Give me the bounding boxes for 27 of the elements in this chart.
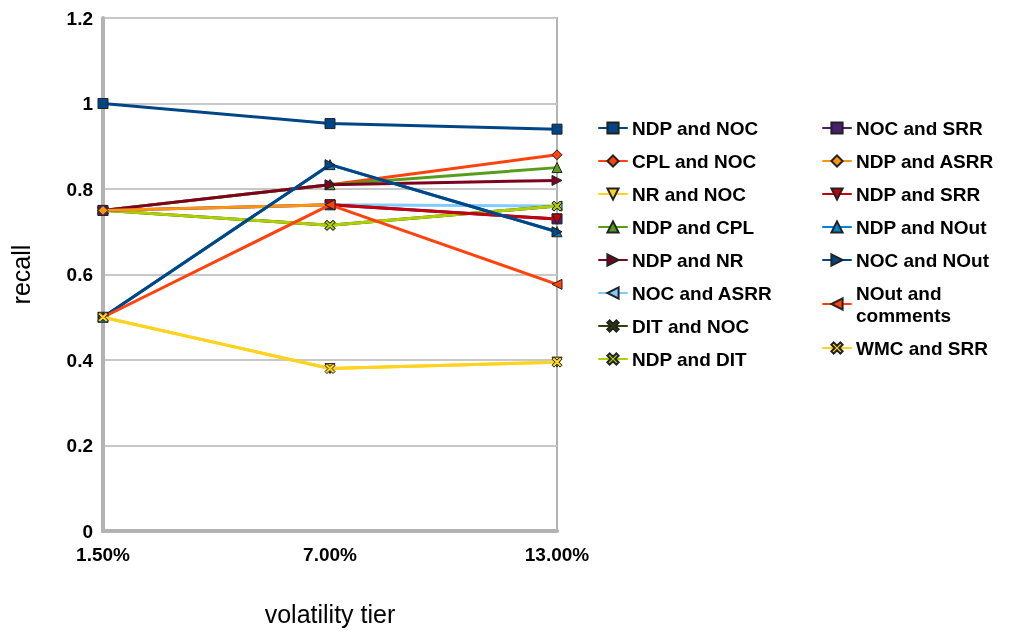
legend-label: NOut and comments <box>856 282 952 326</box>
legend-label: NDP and SRR <box>856 183 981 205</box>
y-tick-label: 0.8 <box>66 178 93 200</box>
y-tick-label: 1.2 <box>66 7 93 29</box>
legend-label: NDP and DIT <box>632 348 748 370</box>
x-axis-title: volatility tier <box>264 599 396 628</box>
y-axis-title: recall <box>6 244 35 305</box>
x-tick-label: 1.50% <box>76 544 131 565</box>
x-tick-label: 13.00% <box>524 544 590 565</box>
y-tick-label: 0.6 <box>66 264 93 285</box>
legend-label: NOC and NOut <box>856 249 990 271</box>
legend-label: NR and NOC <box>632 183 747 205</box>
legend-label: NDP and NR <box>632 249 744 271</box>
legend-label: DIT and NOC <box>632 315 750 337</box>
legend-label: NOC and SRR <box>856 117 983 139</box>
legend-label: WMC and SRR <box>856 337 989 359</box>
y-tick-label: 0.4 <box>66 349 94 371</box>
x-tick-label: 7.00% <box>303 544 358 565</box>
legend-label: NOC and ASRR <box>632 282 772 304</box>
legend-label: NDP and NOut <box>856 216 988 238</box>
legend-label: NDP and ASRR <box>856 150 994 172</box>
y-tick-label: 1 <box>82 93 94 114</box>
legend-label: NDP and CPL <box>632 216 755 238</box>
legend-label: NDP and NOC <box>632 117 759 139</box>
y-tick-label: 0 <box>82 520 93 542</box>
legend-label: CPL and NOC <box>632 150 757 172</box>
y-tick-label: 0.2 <box>66 435 93 456</box>
